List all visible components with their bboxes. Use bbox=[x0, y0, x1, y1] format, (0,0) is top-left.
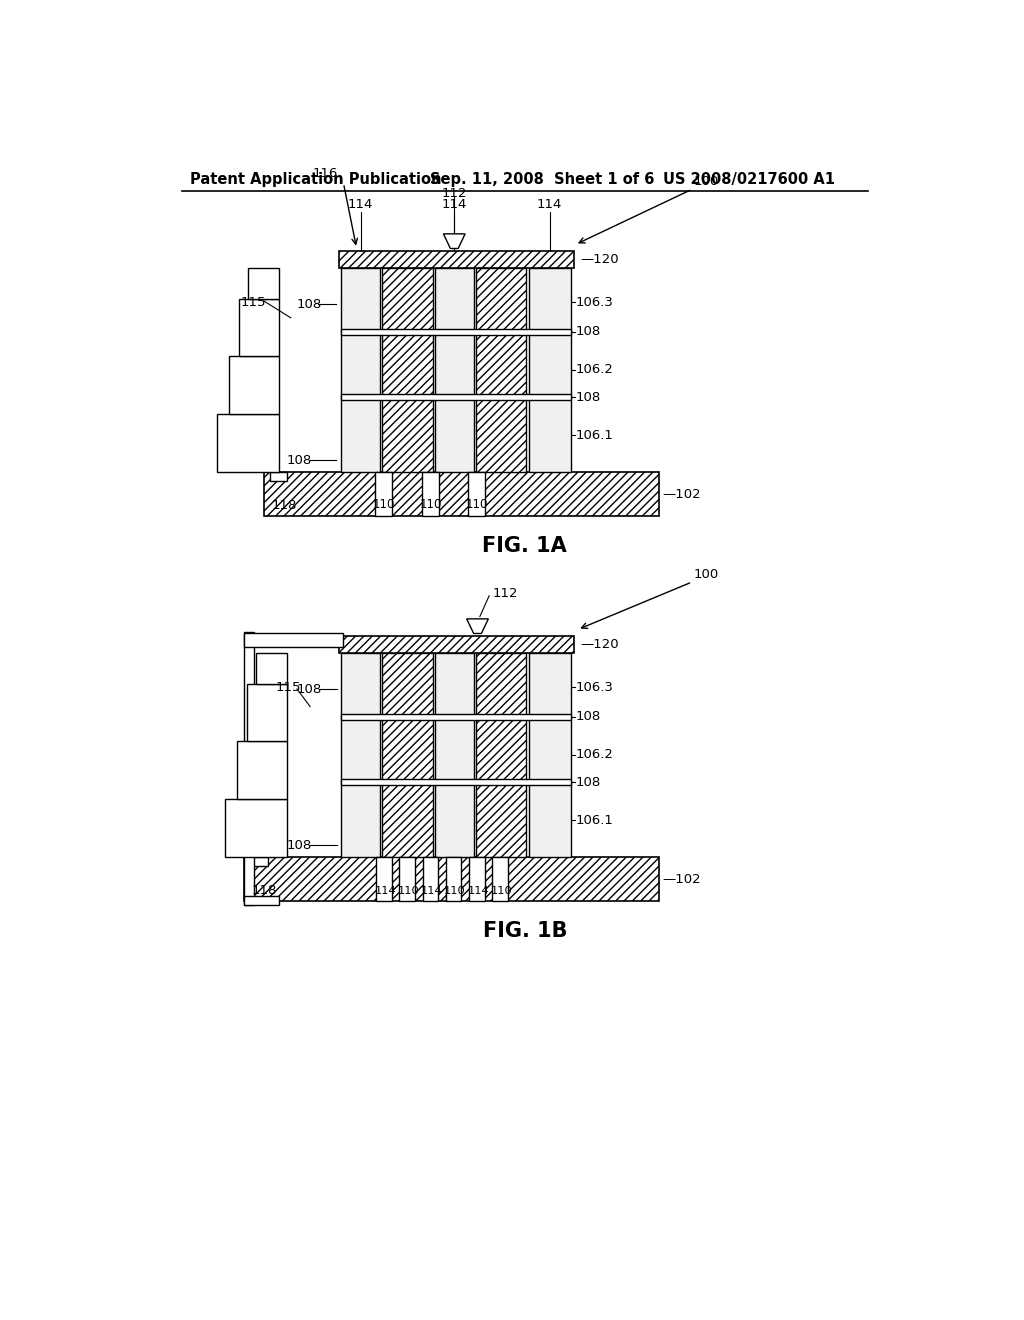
Text: 106.1: 106.1 bbox=[575, 429, 613, 442]
Bar bbox=[263, 471, 658, 516]
Text: 110: 110 bbox=[444, 886, 466, 896]
Text: 114: 114 bbox=[537, 198, 562, 211]
Text: 110: 110 bbox=[373, 499, 395, 511]
Text: —102: —102 bbox=[663, 873, 701, 886]
Text: 110: 110 bbox=[490, 886, 512, 896]
Text: 118: 118 bbox=[252, 884, 278, 898]
Bar bbox=[469, 857, 484, 902]
Bar bbox=[435, 268, 474, 471]
Bar bbox=[468, 471, 485, 516]
Bar bbox=[245, 857, 658, 902]
Text: 115: 115 bbox=[241, 296, 266, 309]
Text: 114: 114 bbox=[467, 886, 489, 896]
Bar bbox=[528, 268, 571, 471]
Bar bbox=[376, 857, 391, 902]
Text: 114: 114 bbox=[375, 886, 396, 896]
Text: 106.3: 106.3 bbox=[575, 681, 613, 694]
Text: 110: 110 bbox=[466, 499, 488, 511]
Bar bbox=[251, 857, 267, 866]
Bar bbox=[435, 653, 474, 857]
Text: 114: 114 bbox=[441, 198, 467, 211]
Bar bbox=[445, 857, 461, 902]
Text: —120: —120 bbox=[581, 252, 620, 265]
Text: 108: 108 bbox=[287, 454, 312, 467]
Bar bbox=[228, 356, 280, 414]
Bar bbox=[339, 251, 573, 268]
Bar bbox=[476, 653, 526, 857]
Bar bbox=[476, 268, 526, 471]
Text: 106.1: 106.1 bbox=[575, 813, 613, 826]
Bar bbox=[423, 857, 438, 902]
Text: 108: 108 bbox=[297, 682, 323, 696]
Text: FIG. 1B: FIG. 1B bbox=[482, 921, 567, 941]
Text: 100: 100 bbox=[693, 568, 719, 581]
Text: 108: 108 bbox=[287, 838, 312, 851]
Text: 108: 108 bbox=[575, 391, 600, 404]
Polygon shape bbox=[443, 234, 465, 248]
Bar bbox=[217, 414, 280, 471]
Bar bbox=[237, 742, 287, 799]
Bar bbox=[341, 268, 380, 471]
Bar bbox=[341, 653, 380, 857]
Bar bbox=[245, 632, 343, 647]
Text: FIG. 1A: FIG. 1A bbox=[482, 536, 567, 556]
Bar bbox=[245, 896, 280, 906]
Bar bbox=[341, 779, 571, 785]
Text: Sep. 11, 2008  Sheet 1 of 6: Sep. 11, 2008 Sheet 1 of 6 bbox=[430, 172, 654, 186]
Text: 110: 110 bbox=[397, 886, 420, 896]
Bar bbox=[247, 684, 287, 742]
Text: 108: 108 bbox=[575, 776, 600, 789]
Text: 118: 118 bbox=[271, 499, 297, 512]
Text: 114: 114 bbox=[348, 198, 373, 211]
Bar bbox=[382, 653, 432, 857]
Bar bbox=[339, 636, 573, 653]
Bar bbox=[341, 395, 571, 400]
Text: US 2008/0217600 A1: US 2008/0217600 A1 bbox=[663, 172, 835, 186]
Bar bbox=[399, 857, 415, 902]
Bar bbox=[341, 714, 571, 721]
Text: 116: 116 bbox=[313, 168, 338, 181]
Text: 108: 108 bbox=[575, 710, 600, 723]
Text: 106.3: 106.3 bbox=[575, 296, 613, 309]
Bar bbox=[256, 653, 287, 684]
Bar bbox=[493, 857, 508, 902]
Bar bbox=[239, 298, 280, 356]
Bar bbox=[528, 653, 571, 857]
Text: 115: 115 bbox=[275, 681, 301, 694]
Text: 110: 110 bbox=[420, 499, 441, 511]
Text: 106.2: 106.2 bbox=[575, 363, 613, 376]
Text: 112: 112 bbox=[493, 587, 518, 601]
Bar bbox=[270, 471, 287, 480]
Text: 108: 108 bbox=[297, 298, 323, 312]
Text: 106.2: 106.2 bbox=[575, 748, 613, 762]
Bar bbox=[375, 471, 392, 516]
Bar bbox=[225, 799, 287, 857]
Text: —120: —120 bbox=[581, 638, 620, 651]
Text: 114: 114 bbox=[421, 886, 442, 896]
Bar bbox=[422, 471, 438, 516]
Text: Patent Application Publication: Patent Application Publication bbox=[190, 172, 441, 186]
Polygon shape bbox=[467, 619, 488, 634]
Text: 108: 108 bbox=[575, 326, 600, 338]
Text: 100: 100 bbox=[693, 176, 719, 187]
Text: 112: 112 bbox=[441, 186, 467, 199]
Bar bbox=[341, 329, 571, 335]
Bar bbox=[248, 268, 280, 298]
Bar bbox=[382, 268, 432, 471]
Text: —102: —102 bbox=[663, 487, 701, 500]
Bar bbox=[245, 632, 254, 906]
